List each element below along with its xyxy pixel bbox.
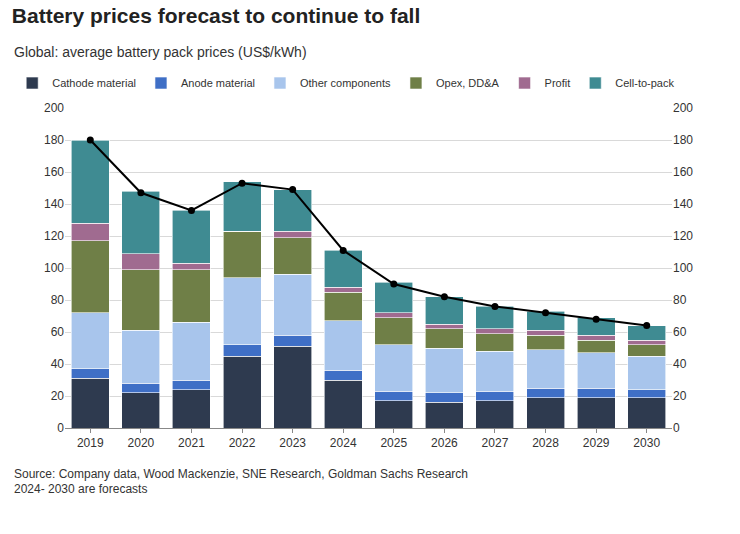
svg-text:2027: 2027 [482, 436, 509, 450]
svg-text:2024- 2030 are forecasts: 2024- 2030 are forecasts [14, 482, 147, 496]
svg-text:Other components: Other components [300, 77, 391, 89]
svg-text:200: 200 [673, 101, 693, 115]
svg-text:2029: 2029 [583, 436, 610, 450]
svg-text:120: 120 [44, 229, 64, 243]
svg-text:60: 60 [51, 325, 65, 339]
svg-text:2023: 2023 [279, 436, 306, 450]
svg-text:140: 140 [673, 197, 693, 211]
svg-text:2020: 2020 [128, 436, 155, 450]
svg-text:0: 0 [57, 421, 64, 435]
svg-text:20: 20 [51, 389, 65, 403]
svg-text:200: 200 [44, 101, 64, 115]
svg-text:Source: Company data, Wood Mac: Source: Company data, Wood Mackenzie, SN… [14, 467, 468, 481]
svg-text:2028: 2028 [532, 436, 559, 450]
svg-text:80: 80 [673, 293, 687, 307]
svg-text:20: 20 [673, 389, 687, 403]
svg-text:Global: average battery pack p: Global: average battery pack prices (US$… [14, 44, 307, 60]
svg-text:180: 180 [44, 133, 64, 147]
svg-text:2021: 2021 [178, 436, 205, 450]
svg-text:0: 0 [673, 421, 680, 435]
svg-text:120: 120 [673, 229, 693, 243]
svg-text:Anode material: Anode material [181, 77, 255, 89]
svg-text:140: 140 [44, 197, 64, 211]
svg-text:Profit: Profit [545, 77, 571, 89]
svg-text:100: 100 [44, 261, 64, 275]
svg-text:100: 100 [673, 261, 693, 275]
svg-text:Battery prices forecast to con: Battery prices forecast to continue to f… [12, 4, 420, 27]
svg-text:2024: 2024 [330, 436, 357, 450]
svg-text:Cathode material: Cathode material [52, 77, 136, 89]
svg-text:180: 180 [673, 133, 693, 147]
svg-text:80: 80 [51, 293, 65, 307]
svg-text:2022: 2022 [229, 436, 256, 450]
svg-text:160: 160 [673, 165, 693, 179]
svg-text:40: 40 [51, 357, 65, 371]
svg-text:2026: 2026 [431, 436, 458, 450]
svg-text:40: 40 [673, 357, 687, 371]
svg-text:160: 160 [44, 165, 64, 179]
svg-text:Opex, DD&A: Opex, DD&A [436, 77, 500, 89]
svg-text:Cell-to-pack: Cell-to-pack [615, 77, 674, 89]
svg-text:2019: 2019 [77, 436, 104, 450]
svg-text:2030: 2030 [633, 436, 660, 450]
svg-text:60: 60 [673, 325, 687, 339]
svg-text:2025: 2025 [380, 436, 407, 450]
